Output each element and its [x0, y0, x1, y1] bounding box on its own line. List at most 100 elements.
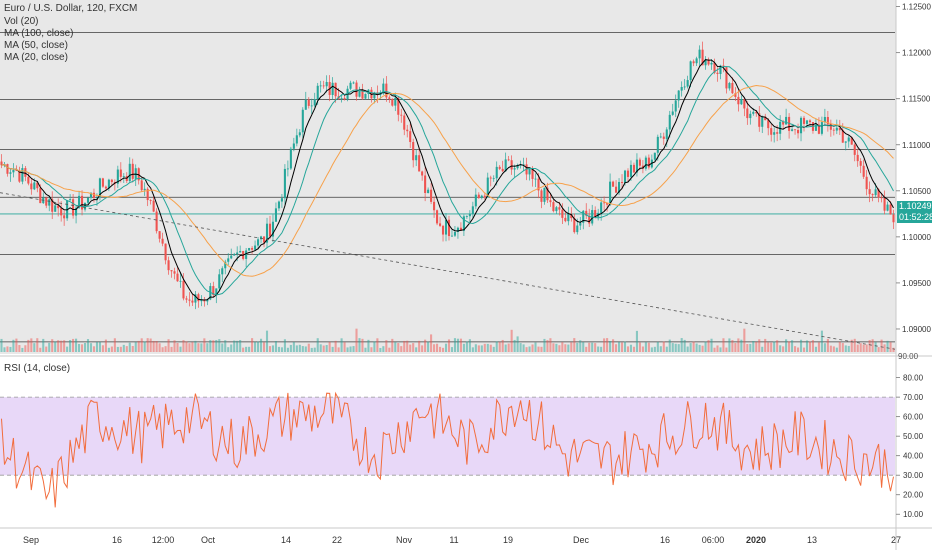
- ma20-legend[interactable]: MA (20, close): [4, 52, 68, 63]
- volume-bar: [259, 338, 263, 352]
- time-axis-label: Oct: [201, 535, 216, 545]
- candle-body: [301, 109, 304, 133]
- rsi-tick-label: 50.00: [903, 432, 924, 441]
- candle-body: [364, 93, 367, 99]
- volume-bar: [33, 343, 36, 352]
- time-axis-label: Nov: [396, 535, 413, 545]
- volume-bar: [594, 343, 597, 352]
- volume-bar: [107, 347, 110, 352]
- candle-body: [33, 182, 36, 190]
- volume-bar: [200, 343, 203, 352]
- candle-body: [573, 218, 576, 233]
- time-axis-label: 14: [281, 535, 291, 545]
- candle-body: [406, 129, 409, 132]
- volume-bar: [725, 347, 728, 352]
- candle-body: [352, 82, 355, 84]
- volume-bar: [268, 346, 272, 352]
- candle-body: [331, 82, 334, 95]
- candle-body: [686, 80, 689, 87]
- volume-bar: [785, 339, 788, 352]
- volume-bar: [131, 345, 134, 352]
- volume-bar: [892, 347, 895, 352]
- volume-bar: [617, 342, 621, 352]
- candle-body: [176, 273, 179, 282]
- candle-body: [233, 253, 236, 256]
- time-axis-label: 12:00: [152, 535, 175, 545]
- volume-bar: [334, 340, 337, 352]
- volume-bar: [215, 340, 218, 352]
- volume-bar: [286, 347, 289, 352]
- volume-bar: [304, 346, 307, 352]
- candle-body: [555, 207, 558, 212]
- candle-body: [271, 221, 275, 237]
- candle-body: [561, 209, 564, 218]
- volume-bar: [328, 341, 331, 352]
- volume-bar: [39, 347, 42, 352]
- volume-bar: [776, 340, 779, 352]
- candle-body: [776, 132, 779, 134]
- candle-body: [522, 164, 525, 166]
- candle-body: [665, 129, 668, 139]
- volume-bars: [0, 328, 895, 352]
- vol-legend[interactable]: Vol (20): [4, 16, 39, 27]
- volume-bar: [662, 341, 665, 352]
- volume-bar: [51, 339, 54, 352]
- candle-body: [814, 124, 817, 131]
- volume-bar: [746, 344, 749, 352]
- candle-body: [45, 197, 48, 206]
- candle-body: [450, 235, 454, 237]
- rsi-line: [1, 391, 894, 508]
- candle-body: [728, 82, 731, 89]
- volume-bar: [859, 343, 862, 352]
- ma50-legend[interactable]: MA (50, close): [4, 40, 68, 51]
- candle-body: [441, 225, 445, 235]
- volume-bar: [695, 343, 698, 352]
- candle-body: [552, 202, 555, 212]
- volume-bar: [773, 341, 776, 352]
- volume-bar: [128, 342, 131, 352]
- candle-body: [15, 169, 18, 171]
- volume-bar: [779, 345, 782, 352]
- candle-body: [259, 236, 263, 240]
- candle-body: [313, 99, 316, 106]
- volume-bar: [60, 340, 63, 352]
- volume-bar: [42, 338, 45, 352]
- candle-body: [248, 248, 251, 251]
- candle-body: [412, 142, 415, 161]
- volume-bar: [889, 342, 892, 352]
- price-axis-background: [896, 0, 932, 354]
- volume-bar: [791, 340, 794, 352]
- trendline[interactable]: [0, 192, 896, 350]
- ma100-legend[interactable]: MA (100, close): [4, 28, 74, 39]
- volume-bar: [707, 340, 710, 352]
- volume-bar: [274, 341, 278, 352]
- volume-bar: [227, 347, 230, 352]
- volume-bar: [761, 346, 764, 352]
- candle-body: [620, 181, 624, 183]
- volume-bar: [149, 338, 152, 352]
- candle-body: [671, 111, 674, 115]
- volume-bar: [644, 342, 647, 352]
- candle-body: [400, 114, 403, 116]
- volume-bar: [301, 346, 304, 352]
- volume-bar: [444, 343, 448, 352]
- dashed-trendline[interactable]: [0, 192, 896, 350]
- candle-body: [289, 148, 292, 169]
- candle-body: [0, 161, 3, 166]
- candle-body: [731, 82, 734, 94]
- volume-bar: [283, 339, 286, 352]
- volume-bar: [433, 344, 436, 352]
- volume-bar: [18, 345, 21, 352]
- volume-bar: [146, 338, 149, 352]
- candle-body: [856, 154, 859, 162]
- rsi-legend[interactable]: RSI (14, close): [4, 363, 71, 374]
- volume-bar: [585, 346, 588, 352]
- candle-body: [98, 178, 101, 198]
- candle-body: [713, 62, 716, 73]
- volume-bar: [531, 344, 534, 352]
- symbol-title[interactable]: Euro / U.S. Dollar, 120, FXCM: [4, 3, 138, 14]
- candle-body: [647, 157, 650, 168]
- candle-body: [474, 194, 477, 207]
- volume-bar: [349, 346, 352, 352]
